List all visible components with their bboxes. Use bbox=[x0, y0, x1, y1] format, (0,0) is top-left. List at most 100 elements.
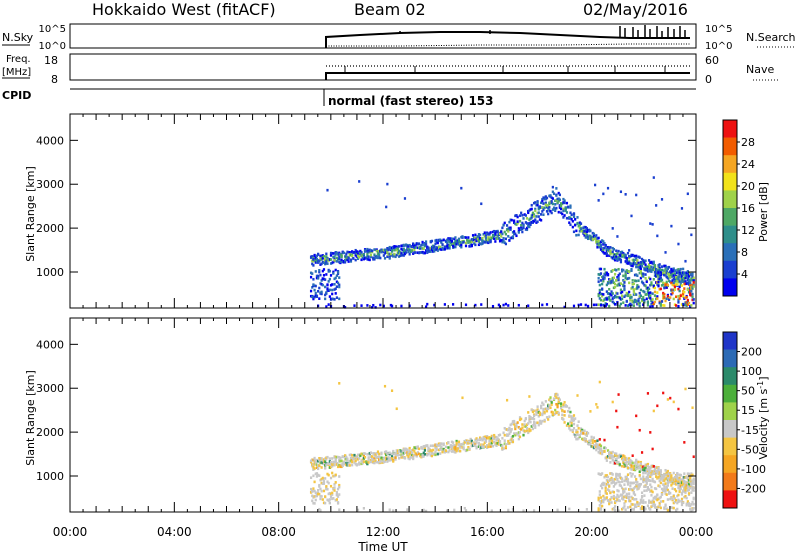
data-cell bbox=[440, 248, 443, 251]
data-cell bbox=[329, 460, 333, 464]
data-cell bbox=[603, 438, 606, 442]
data-cell bbox=[386, 182, 389, 186]
data-cell bbox=[554, 412, 557, 416]
data-cell bbox=[633, 468, 637, 472]
data-cell bbox=[488, 439, 491, 443]
data-cell bbox=[319, 282, 322, 285]
data-cell bbox=[630, 264, 633, 267]
data-cell bbox=[395, 449, 398, 452]
data-cell bbox=[511, 420, 515, 423]
data-cell bbox=[624, 294, 627, 297]
data-cell bbox=[606, 483, 610, 486]
data-cell bbox=[429, 449, 432, 452]
data-cell bbox=[436, 444, 439, 447]
data-cell bbox=[529, 221, 532, 225]
data-cell bbox=[340, 254, 343, 258]
data-cell bbox=[658, 263, 661, 266]
data-cell bbox=[635, 293, 638, 296]
data-cell bbox=[379, 303, 382, 307]
data-cell bbox=[345, 458, 348, 461]
data-cell bbox=[690, 294, 693, 297]
data-cell bbox=[596, 406, 599, 409]
data-cell bbox=[322, 268, 326, 271]
data-cell bbox=[670, 281, 673, 285]
data-cell bbox=[598, 273, 601, 277]
data-cell bbox=[679, 478, 682, 481]
data-cell bbox=[400, 247, 403, 251]
data-cell bbox=[510, 218, 513, 222]
data-cell bbox=[503, 221, 506, 225]
colorbar-segment bbox=[723, 120, 737, 138]
data-cell bbox=[325, 485, 328, 488]
data-cell bbox=[613, 452, 617, 455]
colorbar-segment bbox=[723, 190, 737, 209]
data-cell bbox=[340, 258, 343, 262]
data-cell bbox=[339, 464, 342, 467]
data-cell bbox=[598, 297, 601, 300]
data-cell bbox=[470, 439, 473, 443]
data-cell bbox=[689, 504, 692, 508]
data-cell bbox=[673, 500, 677, 504]
data-cell bbox=[586, 235, 590, 239]
data-cell bbox=[513, 219, 516, 223]
data-cell bbox=[649, 261, 652, 265]
data-cell bbox=[504, 242, 508, 246]
data-cell bbox=[449, 445, 452, 449]
data-cell bbox=[643, 467, 646, 470]
data-cell bbox=[522, 224, 525, 227]
data-cell bbox=[567, 422, 570, 426]
data-cell bbox=[635, 273, 638, 276]
data-cell bbox=[619, 453, 623, 457]
velocity-colorbar-label: Velocity [m s-1] bbox=[756, 376, 770, 459]
data-cell bbox=[621, 255, 624, 258]
data-cell bbox=[598, 443, 601, 447]
data-cell bbox=[662, 488, 665, 491]
data-cell bbox=[633, 505, 637, 508]
data-cell bbox=[409, 456, 412, 459]
data-cell bbox=[662, 391, 665, 395]
data-cell bbox=[437, 442, 441, 446]
data-cell bbox=[429, 444, 432, 448]
data-cell bbox=[626, 294, 630, 298]
data-cell bbox=[462, 442, 465, 445]
data-cell bbox=[318, 464, 321, 467]
data-cell bbox=[598, 288, 601, 292]
data-cell bbox=[689, 284, 692, 287]
data-cell bbox=[601, 486, 604, 490]
data-cell bbox=[650, 469, 653, 473]
data-cell bbox=[656, 466, 659, 470]
data-cell bbox=[666, 508, 669, 512]
data-cell bbox=[626, 496, 630, 499]
data-cell bbox=[528, 225, 531, 229]
data-cell bbox=[447, 441, 450, 444]
data-cell bbox=[447, 243, 450, 247]
data-cell bbox=[677, 298, 680, 302]
data-cell bbox=[548, 398, 551, 402]
data-cell bbox=[623, 284, 626, 288]
data-cell bbox=[484, 236, 488, 240]
data-cell bbox=[351, 459, 354, 462]
data-cell bbox=[421, 243, 424, 247]
data-cell bbox=[424, 444, 428, 448]
data-cell bbox=[334, 457, 337, 461]
data-cell bbox=[673, 269, 677, 272]
data-cell bbox=[487, 233, 490, 236]
colorbar-segment bbox=[723, 472, 737, 491]
x-tick-label: 12:00 bbox=[366, 525, 401, 539]
data-cell bbox=[551, 190, 554, 194]
data-cell bbox=[571, 219, 574, 223]
data-cell bbox=[366, 462, 369, 466]
data-cell bbox=[612, 301, 615, 305]
data-cell bbox=[666, 481, 669, 484]
data-cell bbox=[333, 255, 336, 258]
data-cell bbox=[557, 413, 560, 416]
data-cell bbox=[513, 230, 516, 233]
data-cell bbox=[644, 479, 647, 483]
data-cell bbox=[314, 498, 317, 502]
data-cell bbox=[628, 495, 631, 499]
data-cell bbox=[361, 452, 364, 456]
data-cell bbox=[332, 297, 335, 301]
colorbar-tick-label: -50 bbox=[741, 443, 759, 456]
data-cell bbox=[633, 298, 637, 302]
data-cell bbox=[318, 269, 321, 272]
